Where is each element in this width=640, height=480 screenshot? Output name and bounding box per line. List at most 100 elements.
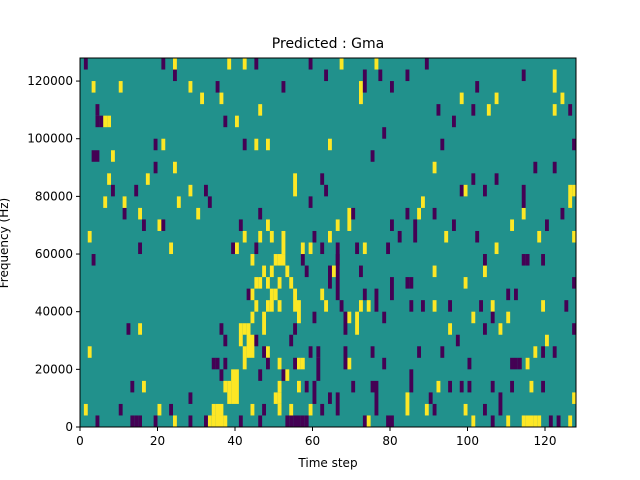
heatmap-cell-low [409, 300, 414, 312]
heatmap-cell-low [390, 415, 394, 427]
heatmap-cell-low [459, 380, 464, 393]
heatmap-cell-high [215, 403, 220, 427]
heatmap-cell-low [231, 242, 236, 255]
heatmap-cell-high [510, 219, 515, 231]
heatmap-cell-high [308, 242, 313, 255]
heatmap-cell-high [235, 242, 239, 255]
heatmap-cell-high [537, 415, 542, 427]
heatmap-cell-high [347, 207, 352, 231]
heatmap-cell-low [204, 415, 208, 427]
heatmap-cell-low [490, 415, 495, 427]
heatmap-cell-high [269, 230, 274, 243]
heatmap-cell-high [483, 265, 487, 278]
x-tick-label: 40 [227, 434, 242, 448]
heatmap-cell-high [297, 380, 301, 393]
heatmap-cell-high [231, 369, 236, 404]
heatmap-cell-low [545, 219, 549, 231]
heatmap-cell-high [572, 184, 577, 197]
heatmap-cells [83, 58, 577, 427]
heatmap-cell-high [262, 265, 267, 278]
heatmap-cell-low [293, 415, 298, 427]
heatmap-cell-low [173, 69, 177, 82]
heatmap-cell-high [223, 415, 228, 427]
heatmap-cell-low [238, 219, 243, 231]
heatmap-cell-high [188, 81, 193, 93]
heatmap-cell-high [525, 357, 530, 370]
x-tick-label: 80 [382, 434, 397, 448]
heatmap-cell-low [254, 58, 259, 70]
heatmap-cell-low [304, 265, 309, 278]
heatmap-cell-high [448, 323, 453, 335]
heatmap-cell-high [173, 161, 177, 174]
heatmap-cell-low [405, 207, 410, 220]
heatmap-cell-low [471, 173, 476, 185]
y-axis: 0 20000 40000 60000 80000 100000 120000 [27, 74, 80, 434]
heatmap-cell-high [293, 288, 298, 312]
heatmap-cell-high [219, 92, 224, 105]
heatmap-cell-low [440, 138, 445, 151]
heatmap-cell-low [281, 81, 286, 93]
heatmap-cell-high [300, 242, 305, 255]
heatmap-cell-low [378, 69, 383, 82]
heatmap-cell-high [308, 403, 313, 416]
heatmap-cell-low [297, 415, 301, 427]
heatmap-cell-high [250, 254, 255, 266]
heatmap-cell-high [145, 173, 150, 185]
heatmap-cell-low [254, 242, 259, 255]
heatmap-cell-high [572, 392, 577, 404]
heatmap-cell-low [95, 415, 100, 427]
heatmap-cell-low [320, 403, 325, 416]
heatmap-cell-high [277, 300, 282, 312]
heatmap-cell-high [494, 92, 499, 105]
heatmap-cell-high [533, 415, 538, 427]
heatmap-cell-low [188, 392, 193, 404]
heatmap-cell-low [432, 403, 437, 416]
heatmap-cell-low [521, 254, 526, 266]
heatmap-cell-low [525, 254, 530, 266]
heatmap-cell-high [459, 92, 464, 105]
heatmap-cell-high [529, 380, 534, 393]
heatmap-cell-high [486, 104, 491, 116]
heatmap-cell-low [254, 334, 259, 347]
heatmap-cell-low [359, 265, 363, 278]
heatmap-cell-low [328, 392, 332, 404]
heatmap-cell-low [490, 380, 495, 393]
heatmap-cell-low [397, 230, 402, 243]
heatmap-cell-high [122, 196, 127, 208]
heatmap-cell-high [188, 184, 193, 197]
heatmap-cell-low [494, 173, 499, 185]
heatmap-cell-low [161, 58, 166, 70]
heatmap-cell-high [560, 92, 565, 105]
heatmap-cell-low [409, 277, 414, 289]
heatmap-cell-high [277, 392, 282, 404]
heatmap-cell-high [118, 81, 123, 93]
heatmap-cell-low [169, 403, 174, 416]
heatmap-cell-low [483, 323, 487, 335]
heatmap-cell-high [432, 300, 437, 312]
heatmap-cell-low [153, 415, 158, 427]
heatmap-cell-low [374, 380, 379, 416]
heatmap-cell-high [277, 277, 282, 289]
heatmap-cell-high [266, 219, 270, 231]
heatmap-cell-high [254, 277, 259, 289]
heatmap-cell-low [134, 415, 139, 427]
heatmap-cell-low [455, 334, 460, 347]
heatmap-cell-low [343, 311, 348, 335]
x-tick-label: 120 [534, 434, 557, 448]
x-tick-label: 20 [150, 434, 165, 448]
heatmap-cell-high [417, 207, 422, 220]
heatmap-cell-low [541, 380, 546, 393]
heatmap-cell-low [91, 254, 96, 266]
heatmap-cell-low [521, 69, 526, 82]
y-tick-label: 100000 [27, 132, 73, 146]
heatmap-cell-high [103, 196, 108, 208]
heatmap-cell-high [463, 277, 468, 289]
heatmap-cell-low [424, 58, 429, 70]
heatmap-cell-low [370, 380, 375, 393]
heatmap-cell-low [304, 380, 309, 393]
heatmap-cell-high [533, 346, 538, 358]
heatmap-cell-low [374, 288, 379, 312]
heatmap-cell-low [556, 415, 561, 427]
heatmap-cell-low [467, 357, 472, 370]
heatmap-cell-low [448, 380, 453, 393]
